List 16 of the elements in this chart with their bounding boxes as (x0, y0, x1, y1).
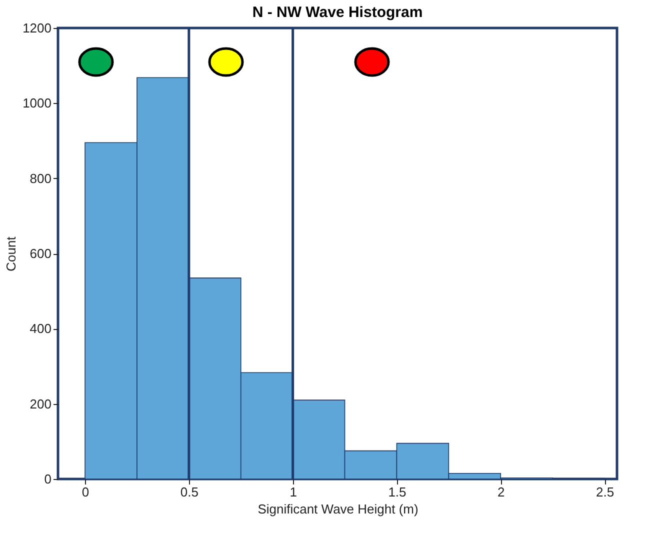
y-tick-label: 600 (30, 246, 52, 261)
x-tick-label: 2.5 (596, 484, 614, 500)
chart-title: N - NW Wave Histogram (252, 4, 423, 21)
y-tick-label: 800 (30, 170, 52, 186)
y-tick-label: 1000 (22, 96, 52, 111)
y-tick-label: 400 (30, 321, 52, 336)
x-tick-label: 0.5 (180, 484, 198, 500)
x-axis-title: Significant Wave Height (m) (258, 502, 418, 516)
y-tick-label: 200 (30, 396, 52, 412)
y-tick-label: 0 (44, 472, 52, 486)
x-tick-label: 1 (290, 484, 297, 500)
x-tick-label: 0 (82, 484, 90, 500)
y-tick-label: 1200 (22, 20, 52, 36)
x-tick-label: 2 (498, 484, 505, 500)
x-tick-label: 1.5 (388, 484, 406, 500)
y-axis-title: Count (4, 236, 19, 272)
